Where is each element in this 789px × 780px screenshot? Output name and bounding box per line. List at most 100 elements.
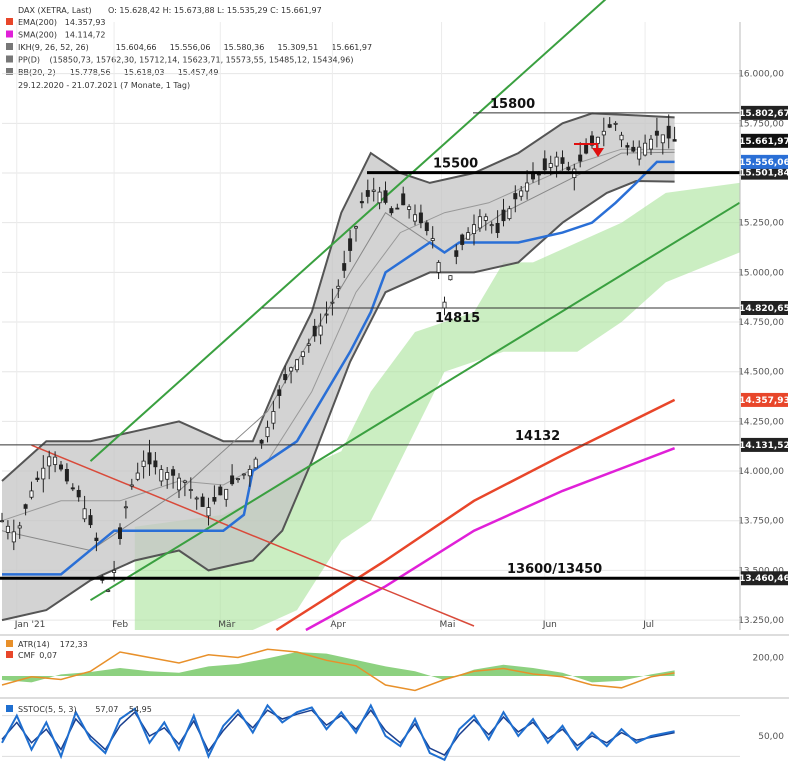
candle-body: [218, 486, 223, 496]
y-tick-label: 14.750,00: [738, 318, 784, 328]
candle-body: [165, 472, 170, 480]
candle-body: [212, 497, 217, 502]
candle-body: [171, 469, 176, 476]
candle-body: [253, 458, 258, 469]
candle-body: [224, 488, 229, 500]
candle-body: [41, 467, 46, 480]
candle-body: [560, 157, 565, 164]
candle-body: [513, 193, 518, 200]
candle-body: [5, 525, 10, 533]
current-price-tag: [741, 154, 788, 169]
legend-value: 15.661,97: [331, 43, 372, 52]
x-tick-label: Jul: [642, 620, 654, 630]
candle-body: [471, 224, 476, 234]
sstoc-panel: 50,00 SSTOC(5, 5, 3) 57,07 54,95: [0, 697, 789, 762]
candle-body: [306, 343, 311, 346]
x-tick-label: Jun: [542, 620, 557, 630]
candle-body: [637, 146, 642, 160]
candle-body: [377, 191, 382, 204]
legend-label: SMA(200): [18, 31, 57, 40]
legend-value: 57,07: [95, 705, 118, 714]
legend-label: BB(20, 2): [18, 68, 56, 77]
legend-swatch: [6, 55, 13, 63]
candle-body: [324, 313, 329, 316]
legend-swatch: [6, 651, 13, 658]
sstoc-k-line: [1, 703, 675, 762]
candle-body: [47, 456, 52, 467]
candle-body: [194, 497, 199, 500]
candle-body: [283, 374, 288, 381]
candle-body: [353, 226, 358, 229]
legend-value: 14.114,72: [65, 31, 106, 40]
candle-body: [70, 487, 75, 490]
candle-body: [501, 209, 506, 222]
bollinger-upper-line: [1, 112, 675, 482]
bollinger-lower-line: [1, 179, 675, 622]
candle-body: [525, 182, 530, 192]
candle-body: [342, 263, 347, 271]
red-arrow-marker: [574, 143, 604, 157]
candle-body: [477, 216, 482, 229]
candle-body: [247, 468, 252, 477]
candle-body: [395, 207, 400, 210]
y-tick-label: 16.000,00: [738, 70, 784, 80]
candle-body: [182, 480, 187, 483]
legend-value: 0,07: [39, 651, 57, 660]
legend-value: 14.357,93: [65, 18, 106, 27]
legend-value: 15.556,06: [170, 43, 211, 52]
bollinger-band-fill: [2, 113, 675, 621]
x-tick-label: Jan '21: [14, 620, 46, 630]
level-price-text: 14.131,52: [739, 441, 789, 451]
legend-swatch: [6, 68, 13, 75]
candle-body: [607, 124, 612, 128]
candle-body: [336, 285, 341, 289]
date-range: 29.12.2020 - 21.07.2021 (7 Monate, 1 Tag…: [18, 81, 190, 90]
candle-body: [106, 589, 111, 592]
candle-body: [460, 234, 465, 245]
ohlc-readout: O: 15.628,42 H: 15.673,88 L: 15.535,29 C…: [108, 6, 322, 15]
channel-lower-line: [89, 201, 741, 602]
legend-label: ATR(14): [18, 640, 50, 649]
current-price-tag: [741, 133, 788, 148]
level-price-text: 13.460,46: [739, 574, 789, 584]
chart-header: DAX (XETRA, Last) O: 15.628,42 H: 15.673…: [18, 6, 322, 90]
y-tick-label: 13.250,00: [738, 616, 784, 626]
x-tick-label: Mär: [218, 620, 235, 630]
candle-body: [59, 464, 64, 470]
price-axis: 16.000,0015.750,0015.500,0015.250,0015.0…: [14, 22, 789, 630]
candle-body: [118, 527, 123, 540]
candle-body: [300, 351, 305, 357]
candle-body: [289, 367, 294, 372]
candle-body: [200, 496, 205, 507]
legend-value: 15.457,49: [178, 68, 219, 77]
legend-value: 15.778,56: [70, 68, 111, 77]
level-price-text: 15.802,67: [739, 109, 789, 119]
price-panel: 15800 15500 14815 14132 13600/13450: [0, 0, 741, 632]
candle-body: [259, 439, 264, 444]
candle-body: [241, 473, 246, 476]
candle-body: [348, 238, 353, 251]
level-price-text: 14.820,65: [739, 304, 789, 314]
level-label: 13600/13450: [507, 562, 602, 577]
candle-body: [454, 250, 459, 257]
candle-body: [230, 475, 235, 485]
legend-swatch: [6, 640, 13, 647]
y-tick-label: 14.250,00: [738, 417, 784, 427]
legend-value: 15.604,66: [116, 43, 157, 52]
candle-body: [141, 460, 146, 467]
cmf-area: [2, 652, 675, 683]
candle-body: [188, 489, 193, 491]
candle-body: [654, 130, 659, 136]
candle-body: [401, 193, 406, 206]
candle-body: [554, 156, 559, 167]
candle-body: [619, 134, 624, 141]
candle-body: [548, 163, 553, 168]
candle-body: [584, 144, 589, 154]
x-tick-label: Apr: [330, 620, 346, 630]
candle-body: [566, 166, 571, 171]
candle-body: [519, 190, 524, 197]
candle-body: [643, 142, 648, 156]
legend-swatch: [6, 18, 13, 25]
channel-upper-line: [89, 0, 607, 462]
